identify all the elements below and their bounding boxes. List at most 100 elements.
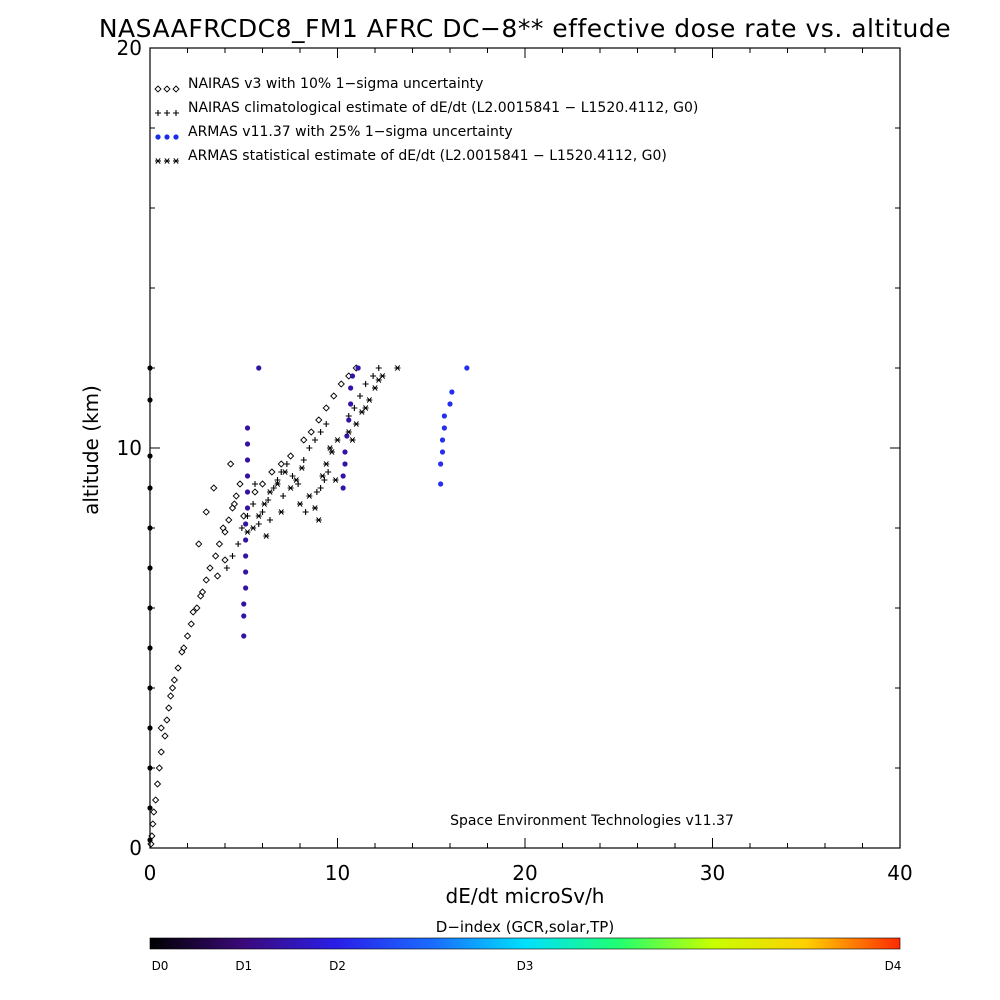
nairas-point bbox=[330, 392, 338, 400]
nairas-climatology-point bbox=[270, 485, 277, 491]
chart-title: NASAAFRCDC8_FM1 AFRC DC−8** effective do… bbox=[99, 14, 951, 43]
armas-point bbox=[244, 441, 251, 447]
nairas-point bbox=[236, 480, 244, 488]
nairas-point bbox=[196, 592, 205, 600]
armas-point bbox=[256, 365, 262, 371]
armas-statistical-point bbox=[274, 481, 281, 487]
nairas-point bbox=[322, 404, 330, 412]
armas-statistical-point bbox=[362, 405, 369, 411]
nairas-point bbox=[210, 484, 218, 492]
armas-point bbox=[147, 685, 153, 691]
x-tick-label: 0 bbox=[144, 861, 157, 885]
armas-statistical-point bbox=[297, 501, 303, 507]
armas-point bbox=[243, 585, 249, 591]
armas-point bbox=[340, 473, 346, 479]
legend-label: NAIRAS v3 with 10% 1−sigma uncertainty bbox=[188, 76, 483, 92]
nairas-climatology-point bbox=[244, 513, 251, 519]
axis-ticks bbox=[149, 47, 901, 849]
nairas-point bbox=[215, 540, 224, 548]
legend-entry: ARMAS statistical estimate of dE/dt (L2.… bbox=[155, 148, 667, 164]
armas-statistical-point bbox=[366, 397, 373, 403]
y-axis-label: altitude (km) bbox=[79, 385, 103, 515]
nairas-climatology-point bbox=[238, 525, 245, 531]
armas-statistical-point bbox=[394, 365, 401, 371]
nairas-climatology-point bbox=[370, 373, 377, 379]
nairas-climatology-point bbox=[306, 445, 313, 451]
armas-point bbox=[147, 365, 153, 371]
colorbar-ticks: D0 D1 D2 D3 D4 bbox=[152, 959, 902, 973]
nairas-climatology-point bbox=[283, 461, 290, 467]
nairas-point bbox=[213, 572, 222, 580]
nairas-climatology-point bbox=[300, 457, 307, 463]
armas-statistical-point bbox=[372, 385, 378, 391]
nairas-climatology-point bbox=[265, 497, 272, 503]
armas-statistical-point bbox=[375, 377, 382, 383]
legend-marker bbox=[172, 85, 180, 93]
nairas-point bbox=[161, 732, 169, 740]
nairas-point bbox=[286, 452, 295, 460]
colorbar bbox=[149, 937, 901, 950]
armas-statistical-point bbox=[278, 509, 285, 515]
legend-marker bbox=[173, 134, 179, 140]
nairas-climatology-point bbox=[274, 477, 281, 483]
legend-entry: NAIRAS climatological estimate of dE/dt … bbox=[155, 100, 698, 116]
nairas-climatology-point bbox=[280, 493, 287, 499]
nairas-climatology-point bbox=[259, 509, 266, 515]
nairas-climatology-point bbox=[252, 481, 258, 487]
nairas-point bbox=[232, 492, 240, 500]
nairas-point bbox=[228, 504, 237, 512]
nairas-point bbox=[277, 460, 285, 468]
legend-marker bbox=[163, 85, 171, 93]
armas-point bbox=[344, 433, 350, 439]
nairas-point bbox=[166, 692, 175, 700]
nairas-climatology-point bbox=[317, 429, 324, 435]
nairas-point bbox=[198, 588, 207, 596]
x-tick-label: 20 bbox=[512, 861, 537, 885]
x-tick-label: 10 bbox=[325, 861, 350, 885]
nairas-climatology-point bbox=[312, 437, 318, 443]
armas-statistical-point bbox=[306, 493, 313, 499]
armas-point bbox=[147, 837, 153, 843]
nairas-point bbox=[195, 540, 203, 548]
armas-point bbox=[244, 425, 251, 431]
x-tick-label: 40 bbox=[887, 861, 912, 885]
nairas-point bbox=[258, 480, 267, 488]
colorbar-tick-label: D0 bbox=[152, 959, 169, 973]
armas-point bbox=[244, 489, 251, 495]
armas-point bbox=[438, 461, 444, 467]
nairas-point bbox=[193, 604, 201, 612]
armas-statistical-point bbox=[287, 485, 294, 491]
armas-point bbox=[439, 449, 446, 455]
armas-point bbox=[241, 613, 247, 619]
nairas-point bbox=[174, 664, 182, 672]
nairas-point bbox=[178, 648, 186, 656]
nairas-climatology-point bbox=[317, 485, 324, 491]
armas-point bbox=[340, 485, 346, 491]
legend-marker bbox=[173, 110, 179, 116]
nairas-point bbox=[219, 524, 227, 532]
armas-point bbox=[147, 397, 153, 403]
armas-statistical-point bbox=[312, 505, 318, 511]
armas-statistical-point bbox=[261, 501, 268, 507]
nairas-point bbox=[221, 556, 229, 564]
armas-statistical-point bbox=[244, 529, 251, 535]
nairas-point bbox=[230, 500, 239, 508]
armas-point bbox=[441, 413, 447, 419]
nairas-point bbox=[202, 508, 210, 516]
nairas-point bbox=[168, 684, 177, 692]
legend-marker bbox=[154, 85, 162, 93]
armas-statistical-point bbox=[349, 437, 356, 443]
nairas-point bbox=[157, 748, 165, 756]
y-tick-label: 10 bbox=[117, 436, 142, 460]
nairas-climatology-point bbox=[325, 469, 332, 475]
nairas-point bbox=[225, 516, 233, 524]
nairas-point bbox=[155, 764, 164, 772]
armas-point bbox=[244, 505, 251, 511]
nairas-point bbox=[211, 552, 220, 560]
armas-statistical-point bbox=[293, 477, 300, 483]
nairas-point bbox=[170, 676, 179, 684]
plot-frame bbox=[149, 47, 901, 849]
armas-statistical-point bbox=[255, 513, 262, 519]
y-tick-label: 20 bbox=[117, 36, 142, 60]
colorbar-tick-label: D1 bbox=[235, 959, 252, 973]
